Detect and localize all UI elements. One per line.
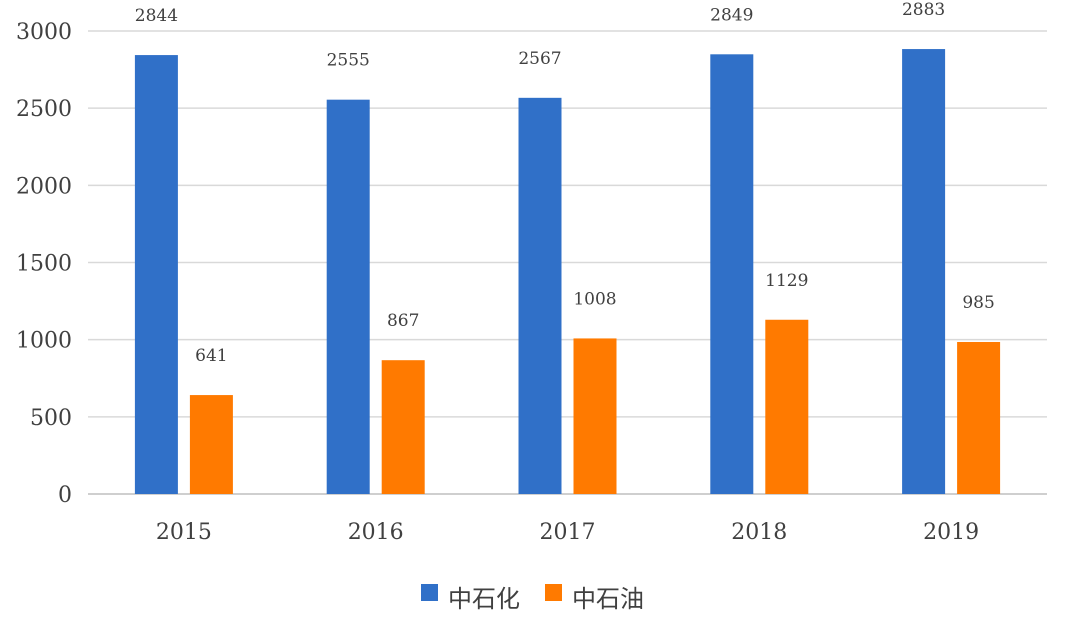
data-label: 2555 xyxy=(327,51,370,71)
x-tick-label: 2015 xyxy=(156,520,212,545)
x-tick-label: 2017 xyxy=(540,520,596,545)
data-label: 2883 xyxy=(902,0,945,20)
legend-swatch xyxy=(421,584,438,601)
data-labels: 2844 641 2555 867 2567 1008 2849 1129 2883 985 xyxy=(135,0,995,366)
bar-2015-series-2 xyxy=(189,395,233,494)
y-tick-label: 3000 xyxy=(16,20,72,45)
bar-2019-series-1 xyxy=(902,49,946,494)
bar-2017-series-2 xyxy=(573,338,617,494)
data-label: 2844 xyxy=(135,6,178,26)
y-axis: 0 500 1000 1500 2000 2500 3000 xyxy=(16,20,72,508)
y-tick-label: 1000 xyxy=(16,329,72,354)
x-tick-label: 2019 xyxy=(923,520,979,545)
y-tick-label: 0 xyxy=(58,483,72,508)
gridlines xyxy=(88,30,1047,495)
y-tick-label: 500 xyxy=(30,406,72,431)
legend: 中石化 中石油 xyxy=(421,584,644,613)
bar-2016-series-2 xyxy=(381,360,425,494)
bar-2016-series-1 xyxy=(326,99,370,494)
bars xyxy=(134,49,1001,495)
y-tick-label: 1500 xyxy=(16,252,72,277)
data-label: 1008 xyxy=(573,289,616,309)
legend-label: 中石油 xyxy=(572,585,644,613)
data-label: 985 xyxy=(962,293,994,313)
data-label: 867 xyxy=(387,311,419,331)
x-tick-label: 2016 xyxy=(348,520,404,545)
y-tick-label: 2500 xyxy=(16,97,72,122)
x-tick-label: 2018 xyxy=(731,520,787,545)
y-tick-label: 2000 xyxy=(16,174,72,199)
bar-2019-series-2 xyxy=(957,341,1001,494)
x-axis: 2015 2016 2017 2018 2019 xyxy=(156,520,979,545)
bar-2018-series-2 xyxy=(765,319,809,494)
data-label: 641 xyxy=(195,346,227,366)
data-label: 1129 xyxy=(765,271,808,291)
bar-2017-series-1 xyxy=(518,97,562,495)
legend-label: 中石化 xyxy=(448,585,520,613)
bar-2018-series-1 xyxy=(710,54,754,495)
bar-2015-series-1 xyxy=(134,55,178,495)
data-label: 2567 xyxy=(518,49,561,69)
data-label: 2849 xyxy=(710,5,753,25)
legend-swatch xyxy=(545,584,562,601)
